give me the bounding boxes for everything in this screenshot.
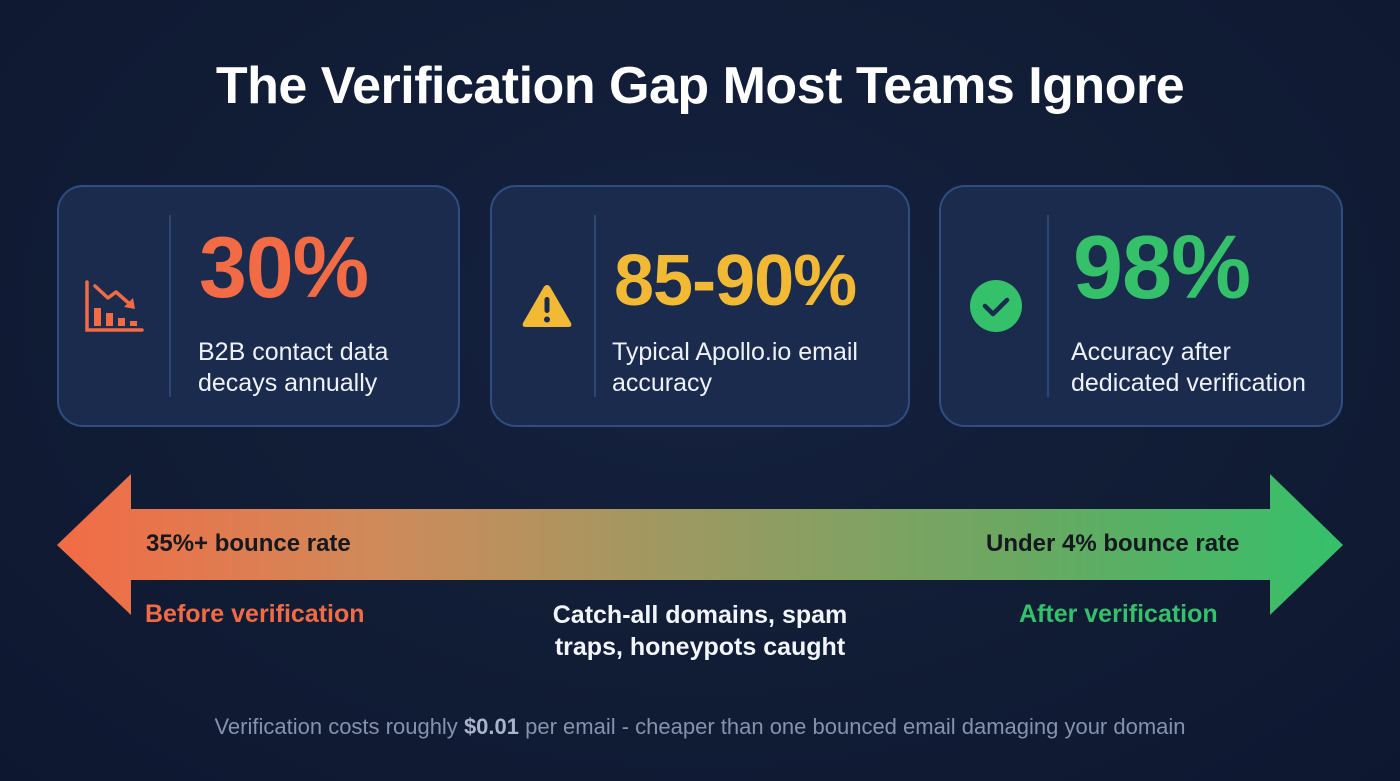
stat-card-apollo-accuracy: 85-90% Typical Apollo.io email accuracy xyxy=(490,185,910,427)
stat-description-line: Accuracy after xyxy=(1071,338,1231,366)
bounce-rate-spectrum-arrow xyxy=(0,470,1400,620)
stat-value: 85-90% xyxy=(614,241,857,321)
stat-description: Typical Apollo.io email accuracy xyxy=(612,337,858,399)
card-divider xyxy=(169,215,171,397)
stat-description-line: dedicated verification xyxy=(1071,369,1306,397)
before-bounce-rate-label: 35%+ bounce rate xyxy=(146,530,351,557)
page-title: The Verification Gap Most Teams Ignore xyxy=(215,57,1185,115)
footnote-text: Verification costs roughly xyxy=(214,714,464,739)
before-verification-caption: Before verification xyxy=(145,600,365,628)
card-divider xyxy=(594,215,596,397)
note-line: Catch-all domains, spam xyxy=(552,601,848,629)
note-line: traps, honeypots caught xyxy=(554,633,846,661)
declining-bar-chart-icon xyxy=(59,187,169,425)
cost-footnote: Verification costs roughly $0.01 per ema… xyxy=(0,714,1400,740)
footnote-text: per email - cheaper than one bounced ema… xyxy=(519,714,1186,739)
stat-description-line: decays annually xyxy=(198,369,378,397)
stat-card-decay: 30% B2B contact data decays annually xyxy=(57,185,460,427)
cost-highlight: $0.01 xyxy=(463,714,519,739)
stat-value: 98% xyxy=(1073,218,1251,318)
check-circle-icon xyxy=(941,187,1051,425)
verification-catches-note: Catch-all domains, spam traps, honeypots… xyxy=(450,599,950,663)
stat-description: Accuracy after dedicated verification xyxy=(1071,337,1306,399)
stat-description: B2B contact data decays annually xyxy=(198,337,388,399)
after-verification-caption: After verification xyxy=(1019,600,1218,628)
stat-description-line: B2B contact data xyxy=(198,338,389,366)
stat-value: 30% xyxy=(199,220,369,316)
stat-description-line: accuracy xyxy=(612,369,713,397)
stat-card-verified-accuracy: 98% Accuracy after dedicated verificatio… xyxy=(939,185,1343,427)
card-divider xyxy=(1047,215,1049,397)
after-bounce-rate-label: Under 4% bounce rate xyxy=(986,530,1240,557)
warning-triangle-icon xyxy=(492,187,602,425)
stat-description-line: Typical Apollo.io email xyxy=(612,338,858,366)
